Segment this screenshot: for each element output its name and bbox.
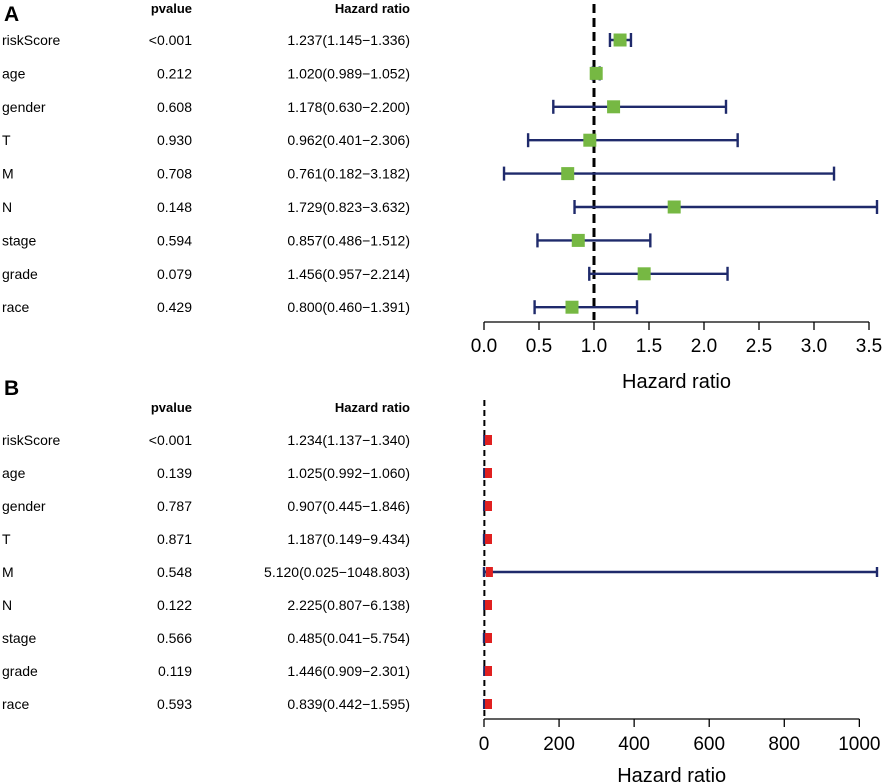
x-axis-tick-label: 200 [543,734,575,755]
row-pvalue: 0.787 [157,498,192,514]
row-hazard-ratio-text: 1.446(0.909−2.301) [287,663,410,679]
x-axis-tick-label: 2.0 [691,336,717,357]
panel-label-a: A [4,3,19,26]
hazard-ratio-marker [565,300,579,314]
row-pvalue: 0.148 [157,199,192,215]
row-label: riskScore [2,432,61,448]
row-hazard-ratio-text: 1.187(0.149−9.434) [287,531,410,547]
row-label: M [2,166,14,182]
hazard-ratio-marker [613,33,627,47]
x-axis-tick-label: 1.5 [636,336,662,357]
row-hazard-ratio-text: 0.761(0.182−3.182) [287,166,410,182]
row-label: stage [2,232,36,248]
row-label: grade [2,663,38,679]
column-header-hazard-ratio: Hazard ratio [335,400,410,415]
row-hazard-ratio-text: 1.729(0.823−3.632) [287,199,410,215]
row-pvalue: 0.594 [157,232,192,248]
row-pvalue: <0.001 [149,432,192,448]
row-pvalue: 0.930 [157,132,192,148]
row-label: age [2,65,26,81]
x-axis-title: Hazard ratio [617,765,726,784]
x-axis-tick-label: 1000 [838,734,880,755]
hazard-ratio-marker [561,167,575,181]
row-hazard-ratio-text: 1.025(0.992−1.060) [287,465,410,481]
hazard-ratio-marker [485,501,492,511]
hazard-ratio-marker [485,633,492,643]
row-pvalue: 0.119 [158,663,192,679]
row-hazard-ratio-text: 0.839(0.442−1.595) [287,696,410,712]
x-axis-tick-label: 1.0 [581,336,607,357]
hazard-ratio-marker [667,200,681,214]
row-hazard-ratio-text: 0.857(0.486−1.512) [287,232,410,248]
x-axis-title: Hazard ratio [622,371,731,393]
row-label: N [2,597,12,613]
row-label: N [2,199,12,215]
x-axis-tick-label: 3.0 [801,336,827,357]
row-pvalue: 0.429 [157,299,192,315]
row-label: grade [2,266,38,282]
row-hazard-ratio-text: 1.234(1.137−1.340) [287,432,410,448]
x-axis-tick-label: 600 [693,734,725,755]
x-axis-tick-label: 3.5 [856,336,882,357]
x-axis-tick-label: 800 [768,734,800,755]
hazard-ratio-marker [571,233,585,247]
x-axis-tick-label: 400 [618,734,650,755]
hazard-ratio-marker [607,100,621,114]
row-pvalue: 0.871 [157,531,192,547]
hazard-ratio-marker [485,699,492,709]
row-label: T [2,132,11,148]
row-hazard-ratio-text: 2.225(0.807−6.138) [287,597,410,613]
row-hazard-ratio-text: 0.800(0.460−1.391) [287,299,410,315]
x-axis-tick-label: 0.5 [526,336,552,357]
row-hazard-ratio-text: 0.962(0.401−2.306) [287,132,410,148]
row-hazard-ratio-text: 1.020(0.989−1.052) [287,65,410,81]
row-label: race [2,696,29,712]
panel-label-b: B [4,377,19,400]
row-label: race [2,299,29,315]
row-hazard-ratio-text: 1.456(0.957−2.214) [287,266,410,282]
row-label: riskScore [2,32,61,48]
hazard-ratio-marker [485,666,492,676]
row-label: gender [2,99,46,115]
hazard-ratio-marker [485,468,492,478]
row-pvalue: 0.212 [157,65,192,81]
row-pvalue: 0.139 [157,465,192,481]
x-axis-tick-label: 2.5 [746,336,772,357]
x-axis-tick-label: 0.0 [471,336,497,357]
row-pvalue: 0.593 [157,696,192,712]
hazard-ratio-marker [485,534,492,544]
hazard-ratio-marker [589,66,603,80]
hazard-ratio-marker [637,267,651,281]
row-label: stage [2,630,36,646]
row-pvalue: 0.708 [157,166,192,182]
hazard-ratio-marker [485,435,492,445]
row-hazard-ratio-text: 0.485(0.041−5.754) [287,630,410,646]
row-pvalue: <0.001 [149,32,192,48]
column-header-hazard-ratio: Hazard ratio [335,1,410,16]
row-hazard-ratio-text: 1.178(0.630−2.200) [287,99,410,115]
row-label: M [2,564,14,580]
row-hazard-ratio-text: 1.237(1.145−1.336) [287,32,410,48]
row-pvalue: 0.566 [157,630,192,646]
column-header-pvalue: pvalue [151,400,192,415]
hazard-ratio-marker [583,133,597,147]
x-axis-tick-label: 0 [479,734,490,755]
hazard-ratio-marker [485,600,492,610]
row-label: T [2,531,11,547]
row-pvalue: 0.122 [157,597,192,613]
row-hazard-ratio-text: 5.120(0.025−1048.803) [264,564,410,580]
row-pvalue: 0.079 [157,266,192,282]
row-pvalue: 0.548 [157,564,192,580]
row-label: gender [2,498,46,514]
row-pvalue: 0.608 [157,99,192,115]
hazard-ratio-marker [485,567,493,577]
row-label: age [2,465,26,481]
column-header-pvalue: pvalue [151,1,192,16]
row-hazard-ratio-text: 0.907(0.445−1.846) [287,498,410,514]
